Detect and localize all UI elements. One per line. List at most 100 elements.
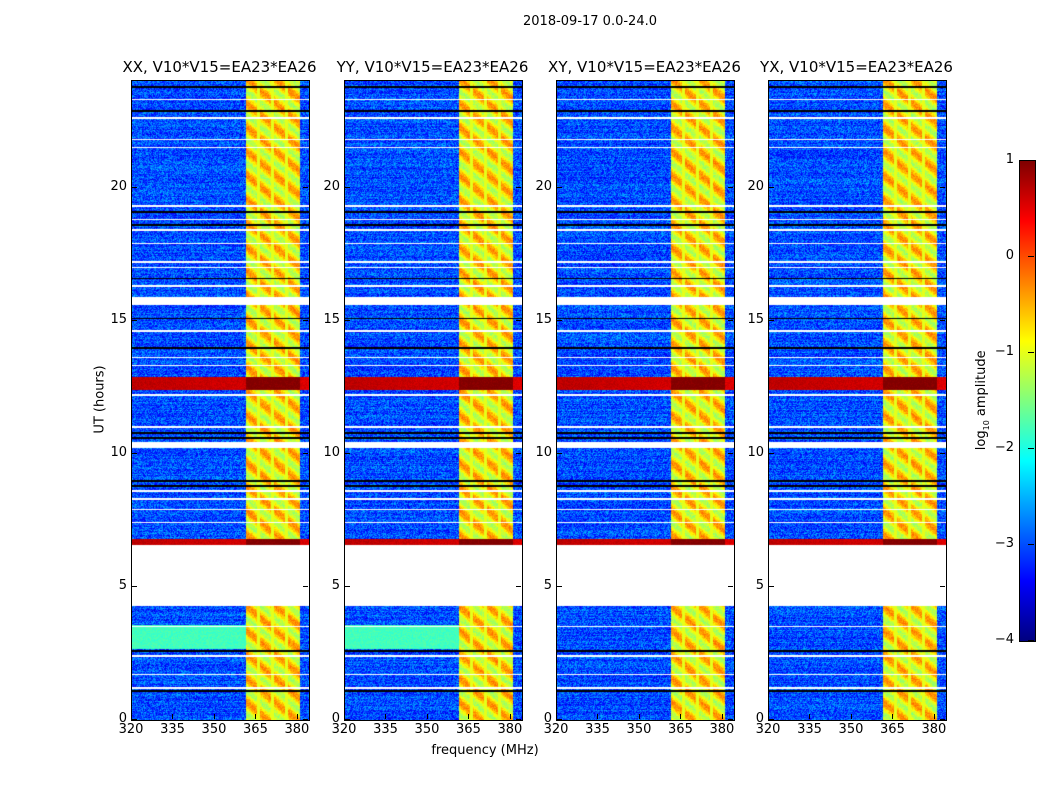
heatmap-canvas: [557, 81, 734, 720]
heatmap-panel-1: [344, 80, 523, 721]
y-tick-label: 5: [755, 577, 764, 593]
y-tick: [132, 452, 137, 454]
y-tick: [769, 585, 774, 587]
y-tick: [345, 452, 350, 454]
x-tick: [597, 714, 599, 719]
colorbar-tick-label: 0: [1005, 248, 1014, 263]
y-tick: [769, 319, 774, 321]
y-tick-label: 10: [323, 444, 340, 460]
colorbar-tick-label: −1: [994, 344, 1014, 359]
x-tick-label: 320: [118, 722, 144, 737]
y-tick-label: 15: [747, 311, 764, 327]
x-tick-label: 335: [373, 722, 398, 737]
x-tick: [680, 714, 682, 719]
y-tick-right: [516, 452, 521, 454]
y-axis-label: UT (hours): [92, 365, 108, 434]
y-tick-right: [303, 585, 308, 587]
heatmap-canvas: [132, 81, 309, 720]
colorbar-tick: [1028, 448, 1034, 449]
x-tick: [768, 714, 769, 719]
colorbar-label-rest: amplitude: [974, 350, 990, 421]
x-tick: [638, 714, 640, 719]
x-tick-label: 320: [543, 722, 569, 737]
y-tick: [769, 452, 774, 454]
colorbar: [1019, 160, 1036, 642]
y-tick-right: [516, 719, 521, 720]
y-tick: [345, 319, 350, 321]
x-tick-label: 365: [668, 722, 693, 737]
y-tick-right: [940, 186, 945, 188]
colorbar-tick: [1028, 352, 1034, 353]
figure-title: 2018-09-17 0.0-24.0: [523, 14, 657, 29]
y-tick: [132, 719, 137, 720]
y-tick-label: 5: [118, 577, 127, 593]
y-tick: [132, 585, 137, 587]
y-tick-label: 0: [543, 711, 552, 726]
x-tick-label: 365: [880, 722, 905, 737]
y-tick-right: [303, 719, 308, 720]
y-tick-label: 5: [331, 577, 340, 593]
y-tick-right: [516, 186, 521, 188]
x-tick-label: 365: [456, 722, 481, 737]
panel-title: YY, V10*V15=EA23*EA26: [336, 58, 529, 76]
x-tick: [850, 714, 852, 719]
y-tick-right: [516, 585, 521, 587]
y-tick-label: 10: [535, 444, 552, 460]
y-tick-label: 0: [755, 711, 764, 726]
x-tick: [344, 714, 345, 719]
x-tick-label: 380: [497, 722, 523, 737]
x-tick: [296, 714, 298, 719]
heatmap-canvas: [345, 81, 522, 720]
colorbar-tick-label: 1: [1005, 152, 1014, 167]
x-tick-label: 380: [709, 722, 735, 737]
x-tick-label: 380: [284, 722, 310, 737]
x-tick-label: 350: [414, 722, 440, 737]
x-tick-label: 350: [201, 722, 227, 737]
panel-title: XY, V10*V15=EA23*EA26: [548, 58, 741, 76]
y-tick: [557, 186, 562, 188]
x-tick-label: 335: [797, 722, 822, 737]
y-tick-right: [303, 452, 308, 454]
y-tick-right: [728, 719, 733, 720]
heatmap-panel-3: [768, 80, 947, 721]
y-tick-right: [940, 452, 945, 454]
y-tick-label: 20: [535, 178, 552, 194]
y-tick-right: [728, 452, 733, 454]
x-tick: [468, 714, 470, 719]
y-tick: [345, 719, 350, 720]
y-tick-right: [303, 319, 308, 321]
x-tick: [255, 714, 257, 719]
heatmap-panel-0: [131, 80, 310, 721]
y-tick-right: [940, 585, 945, 587]
x-tick-label: 335: [585, 722, 610, 737]
x-tick: [131, 714, 132, 719]
colorbar-tick: [1028, 256, 1034, 257]
y-tick-right: [728, 585, 733, 587]
y-tick-right: [303, 186, 308, 188]
y-tick-label: 0: [331, 711, 340, 726]
y-tick: [132, 186, 137, 188]
y-tick: [345, 585, 350, 587]
y-tick-label: 15: [110, 311, 127, 327]
y-tick-right: [728, 186, 733, 188]
y-tick-label: 10: [110, 444, 127, 460]
x-tick: [809, 714, 811, 719]
panel-title: XX, V10*V15=EA23*EA26: [122, 58, 317, 76]
colorbar-tick-label: −2: [994, 440, 1014, 455]
y-tick-label: 15: [323, 311, 340, 327]
x-tick-label: 350: [838, 722, 864, 737]
x-tick-label: 380: [921, 722, 947, 737]
y-tick: [557, 719, 562, 720]
y-tick: [557, 452, 562, 454]
x-tick-label: 320: [755, 722, 781, 737]
y-tick: [557, 319, 562, 321]
x-tick: [213, 714, 215, 719]
y-tick-label: 10: [747, 444, 764, 460]
colorbar-label-sub: 10: [981, 420, 991, 431]
y-tick: [345, 186, 350, 188]
y-tick-right: [728, 319, 733, 321]
x-tick-label: 320: [331, 722, 357, 737]
x-tick-label: 365: [243, 722, 268, 737]
y-tick: [769, 719, 774, 720]
